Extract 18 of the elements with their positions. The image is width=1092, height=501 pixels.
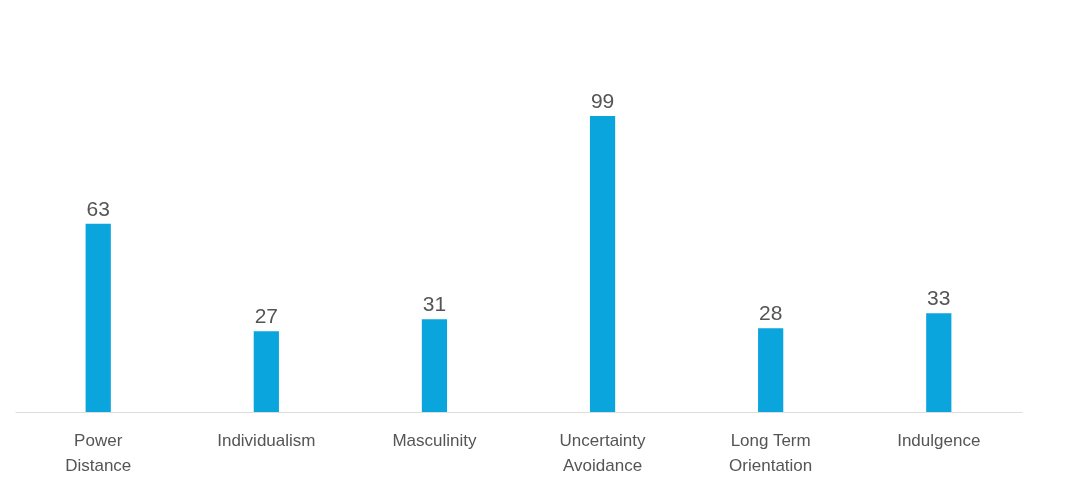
data-label: 33	[927, 286, 951, 310]
data-label: 28	[758, 301, 783, 325]
x-tick-label: Masculinity	[392, 430, 477, 450]
bar	[253, 331, 279, 412]
x-tick-label: Uncertainty Avoidance	[559, 430, 647, 475]
data-label: 63	[86, 196, 110, 220]
bar	[421, 319, 448, 412]
x-tick-label: Long Term Orientation	[729, 430, 813, 475]
bar	[926, 313, 952, 412]
x-tick-label: Individualism	[217, 430, 316, 450]
bar	[85, 223, 111, 412]
bar	[589, 116, 616, 412]
x-tick-label: Indulgence	[897, 430, 981, 450]
data-label: 99	[590, 89, 615, 112]
bar	[758, 328, 784, 412]
data-label: 27	[254, 304, 279, 328]
x-tick-label: Power Distance	[65, 430, 132, 475]
data-label: 31	[422, 292, 447, 316]
